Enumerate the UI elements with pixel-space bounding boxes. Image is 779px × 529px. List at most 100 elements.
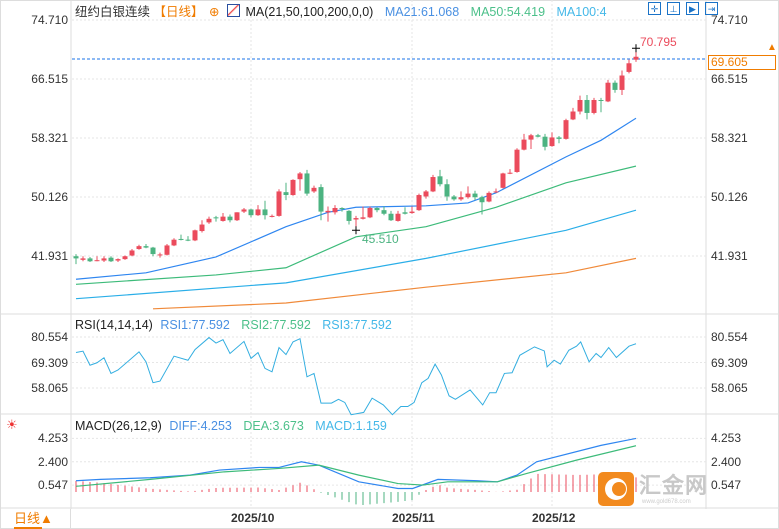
candle-body [276,191,282,216]
toolbar: ✛ ⊥ ▶ ⇥ [648,2,718,15]
ma21-line [75,117,637,280]
ma50-line [75,165,637,285]
price-tick-left: 66.515 [31,72,68,86]
candle-body [612,82,618,90]
candle-body [262,209,268,216]
candle-body [143,246,149,248]
candle-body [486,192,492,202]
candle-body [353,218,359,220]
period-label[interactable]: 【日线】 [153,5,204,19]
price-tick-right: 50.126 [711,190,748,204]
rsi-tick-left: 58.065 [31,381,68,395]
candle-body [283,192,289,196]
candle-body [633,56,639,60]
candle-body [248,209,254,216]
candle-body [479,197,485,203]
indicator-settings-icon[interactable]: ☀ [6,417,18,432]
rsi-header: RSI(14,14,14) RSI1:77.592 RSI2:77.592 RS… [75,318,400,332]
ma-indicator-name: MA(21,50,100,200,0,0) [245,5,374,19]
candle-body [115,259,121,261]
candle-body [332,207,338,213]
rsi-name: RSI(14,14,14) [75,318,153,332]
candle-body [367,207,373,218]
gold678-logo [598,472,634,506]
candle-body [108,257,114,262]
macd-tick-left: 0.547 [37,478,68,493]
candle-body [514,149,520,172]
candle-body [451,196,457,200]
macd-tick-right: 4.253 [711,431,742,446]
candle-body [122,256,128,260]
candle-body [94,260,100,262]
candle-body [199,224,205,232]
ma100-value: MA100:4 [556,5,607,19]
candle-body [570,111,576,120]
rsi-tick-left: 80.554 [31,330,68,344]
candle-body [87,258,93,262]
ma-indicator-icon[interactable] [226,4,240,17]
candle-body [563,120,569,139]
low-label: 45.510 [362,232,399,246]
candle-body [164,245,170,255]
low-marker [352,226,360,235]
rsi-tick-right: 58.065 [711,381,748,395]
candle-body [269,215,275,217]
candle-body [626,63,632,72]
candle-body [500,173,506,188]
candle-body [444,184,450,197]
candle-body [220,216,226,221]
high-label: 70.795 [640,35,677,49]
crosshair-icon[interactable]: ✛ [648,2,661,15]
rsi-tick-left: 69.309 [31,355,68,370]
macd-tick-left: 2.400 [37,454,68,469]
x-tick-label: 2025/11 [392,511,435,525]
candle-body [584,99,590,113]
period-toggle-button[interactable]: 日线▲ [0,509,71,529]
x-tick-label: 2025/12 [532,511,576,525]
candle-body [409,211,415,214]
candle-body [360,217,366,219]
price-tick-right: 66.515 [711,72,748,86]
instrument-title: 纽约白银连续 [75,5,151,19]
add-indicator-icon[interactable]: ⊕ [209,5,220,19]
rsi3-value: RSI3:77.592 [322,318,392,332]
candle-body [458,197,464,200]
scroll-up-icon[interactable]: ▲ [767,42,777,53]
candle-body [542,136,548,147]
play-icon[interactable]: ▶ [686,2,699,15]
candle-body [185,239,191,241]
candle-body [297,173,303,180]
ma50-value: MA50:54.419 [470,5,546,19]
candle-body [521,139,527,150]
candle-body [178,238,184,240]
price-tick-left: 74.710 [31,13,68,27]
candle-body [549,137,555,147]
candle-body [73,256,79,259]
candle-body [234,212,240,221]
candle-body [346,210,352,221]
candle-body [430,177,436,192]
high-marker [632,44,640,53]
candle-body [472,193,478,198]
zoom-range-icon[interactable]: ⊥ [667,2,680,15]
candle-body [605,82,611,102]
rsi1-value: RSI1:77.592 [160,318,230,332]
candle-body [213,217,219,219]
candle-body [465,193,471,198]
ma100-line [75,209,637,300]
candle-body [192,230,198,241]
candle-body [374,207,380,211]
macd-value: MACD:1.159 [315,419,387,433]
candle-body [206,218,212,223]
candle-body [290,179,296,196]
candle-body [318,187,324,212]
rsi-line [75,336,637,416]
macd-tick-right: 2.400 [711,454,742,469]
candle-body [416,195,422,211]
rsi-tick-right: 80.554 [711,330,748,344]
exit-icon[interactable]: ⇥ [705,2,718,15]
candle-body [591,99,597,113]
x-tick-label: 2025/10 [231,511,275,525]
